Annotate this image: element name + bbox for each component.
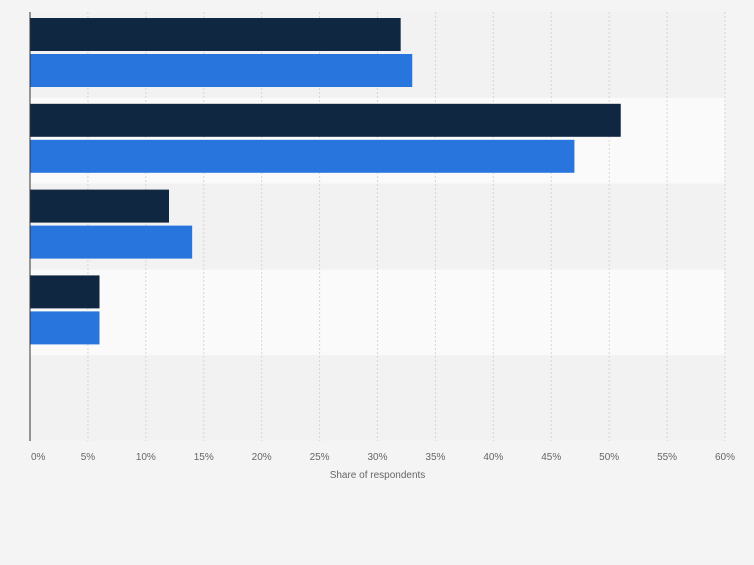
bar-series-1 — [30, 18, 401, 51]
bar-series-1 — [30, 103, 621, 137]
x-tick-label: 15% — [194, 452, 214, 463]
bar-series-2 — [30, 54, 413, 87]
bar-series-2 — [30, 139, 575, 173]
x-tick-label: 55% — [657, 452, 677, 463]
bar-series-1 — [30, 189, 169, 223]
x-tick-label: 35% — [425, 452, 445, 463]
x-tick-label: 50% — [599, 452, 619, 463]
gridlines — [87, 12, 726, 441]
x-tick-label: 40% — [483, 452, 503, 463]
x-tick-label: 5% — [81, 452, 96, 463]
x-tick-label: 20% — [252, 452, 272, 463]
x-tick-label: 45% — [541, 452, 561, 463]
x-tick-label: 60% — [715, 452, 735, 463]
x-axis-ticks: 0% 5% 10% 15% 20% 25% 30% 35% 40% 45% 50% 55% 60% — [31, 452, 735, 463]
x-tick-label: 10% — [136, 452, 156, 463]
bar-series-2 — [30, 225, 193, 259]
x-axis-label: Share of respondents — [330, 470, 426, 481]
x-tick-label: 0% — [31, 452, 46, 463]
bars — [30, 18, 621, 345]
x-tick-label: 30% — [367, 452, 387, 463]
x-tick-label: 25% — [310, 452, 330, 463]
bar-series-2 — [30, 311, 100, 345]
bar-series-1 — [30, 275, 100, 309]
